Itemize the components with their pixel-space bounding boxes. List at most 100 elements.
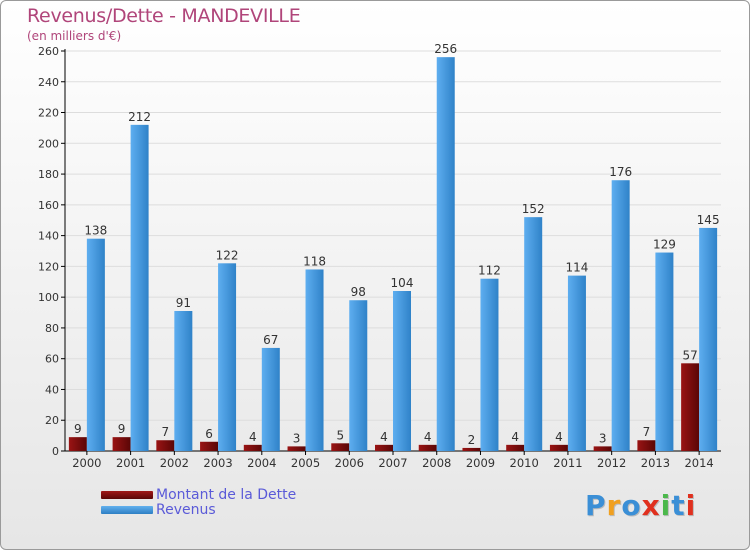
data-label-revenus: 145 (697, 213, 720, 227)
data-label-revenus: 138 (84, 224, 107, 238)
bar-revenus (174, 311, 193, 451)
chart-title: Revenus/Dette - MANDEVILLE (27, 5, 301, 27)
data-label-dette: 9 (118, 422, 126, 436)
data-label-revenus: 112 (478, 264, 501, 278)
bar-revenus (480, 278, 499, 451)
logo-letter: i (685, 489, 697, 522)
bar-revenus (655, 252, 674, 451)
bar-revenus (86, 238, 105, 451)
data-label-dette: 2 (468, 433, 476, 447)
data-label-dette: 3 (293, 431, 301, 445)
x-tick-label: 2002 (160, 456, 189, 470)
bar-dette (549, 444, 568, 451)
data-label-revenus: 256 (434, 42, 457, 56)
data-label-dette: 3 (599, 431, 607, 445)
x-tick-label: 2012 (597, 456, 626, 470)
data-label-dette: 7 (162, 425, 170, 439)
logo-letter: o (621, 489, 642, 522)
legend-label-revenus: Revenus (156, 502, 216, 518)
bar-dette (681, 363, 700, 451)
bar-revenus (349, 300, 368, 451)
bar-revenus (567, 275, 586, 451)
data-label-dette: 7 (643, 425, 651, 439)
legend-swatch-revenus (101, 506, 153, 514)
y-tick-label: 240 (38, 76, 59, 89)
data-label-dette: 57 (682, 348, 697, 362)
y-tick-label: 0 (52, 445, 59, 458)
bar-revenus (393, 291, 411, 451)
chart-subtitle: (en milliers d'€) (27, 29, 122, 43)
x-tick-label: 2003 (203, 456, 232, 470)
data-label-revenus: 122 (216, 248, 239, 262)
y-tick-label: 140 (38, 230, 59, 243)
y-tick-label: 160 (38, 199, 59, 212)
data-label-revenus: 104 (391, 276, 414, 290)
y-tick-label: 20 (45, 414, 59, 427)
logo-letter: t (671, 489, 686, 522)
bar-revenus (436, 57, 455, 452)
data-label-revenus: 91 (176, 296, 191, 310)
y-tick-label: 120 (38, 260, 59, 273)
bar-revenus (699, 227, 718, 451)
y-tick-label: 260 (38, 45, 59, 58)
x-tick-label: 2007 (378, 456, 407, 470)
data-label-dette: 5 (336, 428, 344, 442)
data-label-revenus: 152 (522, 202, 545, 216)
y-tick-label: 60 (45, 353, 59, 366)
logo-letter: x (641, 489, 661, 522)
bar-dette (243, 444, 262, 451)
bar-revenus (524, 217, 543, 451)
bar-revenus (611, 180, 630, 451)
x-tick-label: 2005 (291, 456, 320, 470)
data-label-dette: 4 (555, 430, 563, 444)
y-tick-label: 180 (38, 168, 59, 181)
data-label-revenus: 114 (565, 261, 588, 275)
logo-letter: r (606, 489, 622, 522)
data-label-revenus: 118 (303, 254, 326, 268)
data-label-dette: 9 (74, 422, 82, 436)
data-label-dette: 4 (511, 430, 519, 444)
bar-revenus (305, 269, 324, 451)
bar-dette (462, 447, 481, 451)
bar-dette (506, 444, 525, 451)
bar-dette (287, 446, 306, 451)
proxiti-logo: Proxiti (585, 489, 696, 522)
bar-dette (375, 444, 393, 451)
legend-label-dette: Montant de la Dette (156, 487, 297, 503)
y-tick-label: 40 (45, 383, 59, 396)
data-label-revenus: 67 (263, 333, 278, 347)
legend-swatch-dette (101, 491, 153, 499)
bar-revenus (218, 263, 237, 451)
bar-dette (68, 437, 87, 451)
bar-dette (418, 444, 437, 451)
x-tick-label: 2013 (641, 456, 670, 470)
bar-dette (156, 440, 175, 451)
bar-dette (331, 443, 350, 451)
data-label-revenus: 212 (128, 110, 151, 124)
x-tick-label: 2006 (335, 456, 364, 470)
bar-dette (200, 441, 219, 451)
x-tick-label: 2008 (422, 456, 451, 470)
x-tick-label: 2014 (684, 456, 713, 470)
bar-dette (593, 446, 612, 451)
data-label-dette: 4 (249, 430, 257, 444)
x-tick-label: 2010 (510, 456, 539, 470)
x-tick-label: 2001 (116, 456, 145, 470)
x-tick-label: 2009 (466, 456, 495, 470)
y-tick-label: 80 (45, 322, 59, 335)
logo-letter: P (585, 489, 607, 522)
data-label-dette: 4 (380, 430, 388, 444)
x-tick-label: 2000 (72, 456, 101, 470)
bar-revenus (130, 124, 149, 451)
y-tick-label: 100 (38, 291, 59, 304)
logo-letter: i (660, 489, 672, 522)
x-tick-label: 2004 (247, 456, 276, 470)
data-label-revenus: 176 (609, 165, 632, 179)
y-tick-label: 200 (38, 137, 59, 150)
y-tick-label: 220 (38, 107, 59, 120)
bar-dette (637, 440, 656, 451)
bar-dette (112, 437, 131, 451)
x-tick-label: 2011 (553, 456, 582, 470)
